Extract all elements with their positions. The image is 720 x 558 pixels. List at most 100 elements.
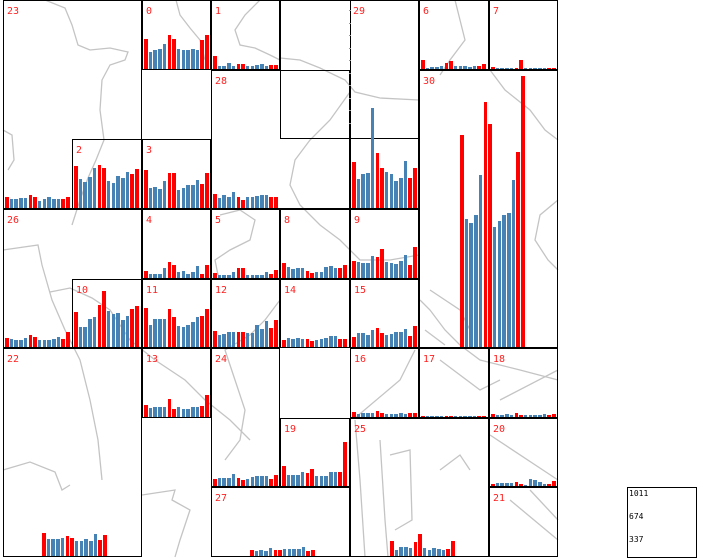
cell-label: 21	[493, 493, 506, 504]
bar-3-9	[186, 185, 190, 208]
bar-13-8	[181, 409, 186, 417]
bar-1-8	[250, 66, 255, 69]
coastline	[234, 0, 281, 61]
cell-19: 19	[280, 418, 350, 487]
bar-20-1	[495, 483, 500, 486]
bar-27-1	[254, 551, 259, 556]
bar-23-9	[47, 197, 51, 208]
cell-25: 25	[350, 418, 489, 557]
bar-20-0	[491, 484, 495, 486]
bar-26-10	[52, 339, 56, 347]
cell-label: 25	[354, 424, 367, 435]
bar-16-2	[361, 413, 365, 417]
cell-label: 5	[215, 215, 222, 226]
coastline	[489, 69, 559, 141]
coastline	[2, 461, 71, 491]
bar-3-4	[162, 181, 167, 208]
bar-7-9	[533, 68, 537, 69]
cell-label: 1	[215, 6, 222, 17]
coastline	[224, 299, 281, 461]
road	[439, 359, 501, 391]
bar-25-5	[413, 542, 418, 556]
bar-23-2	[14, 199, 18, 208]
road	[509, 499, 559, 541]
cell-4: 4	[142, 209, 211, 279]
bar-27-5	[273, 550, 278, 556]
bar-26-3	[19, 340, 23, 347]
bar-14-10	[329, 336, 333, 347]
bar-15-0	[352, 337, 356, 347]
bar-3-12	[200, 184, 204, 208]
bar-2-3	[88, 177, 92, 208]
bar-5-4	[231, 272, 236, 278]
bar-0-6	[172, 39, 176, 69]
bar-7-5	[514, 68, 519, 69]
bar-14-13	[343, 339, 347, 347]
cell-label: 14	[284, 285, 297, 296]
bar-5-13	[274, 270, 278, 278]
bar-30-10	[507, 213, 511, 347]
bar-28-8	[250, 197, 255, 208]
bar-14-6	[310, 341, 314, 347]
bar-29-9	[394, 181, 398, 208]
cell-5: 5	[211, 209, 280, 279]
bar-19-10	[329, 472, 333, 486]
bar-28-0	[213, 194, 217, 208]
bar-18-5	[514, 413, 519, 417]
cell-label: 8	[284, 215, 291, 226]
bar-17-9	[463, 416, 467, 417]
bar-27-7	[282, 549, 287, 556]
bar-14-3	[296, 338, 300, 347]
bar-17-0	[421, 416, 425, 417]
bar-26-2	[14, 340, 18, 347]
cell-2: 2	[72, 139, 142, 209]
cell-12: 12	[211, 279, 280, 348]
bar-17-3	[435, 416, 439, 417]
bar-25-1	[394, 550, 399, 556]
bar-3-10	[191, 185, 195, 208]
bar-13-2	[153, 407, 157, 417]
bar-15-10	[399, 332, 403, 347]
bar-0-1	[148, 52, 153, 69]
bar-9-12	[408, 265, 412, 278]
bar-29-7	[384, 172, 389, 208]
bar-15-5	[375, 328, 380, 347]
bar-14-12	[338, 339, 342, 347]
bar-9-8	[389, 263, 394, 278]
bar-26-0	[5, 338, 9, 347]
bar-13-5	[167, 399, 172, 417]
bar-9-6	[380, 249, 384, 278]
bar-6-5	[444, 63, 449, 69]
bar-20-2	[500, 483, 504, 486]
bar-29-1	[356, 179, 361, 208]
bar-28-5	[236, 197, 241, 208]
bar-2-2	[83, 182, 87, 208]
bar-4-3	[158, 274, 162, 278]
bar-1-10	[260, 64, 264, 69]
bar-15-8	[389, 334, 394, 347]
bar-6-11	[472, 66, 477, 69]
coastline	[534, 199, 559, 271]
bar-8-8	[319, 272, 324, 278]
bar-19-4	[300, 472, 305, 486]
bar-8-7	[314, 272, 319, 278]
bar-0-3	[158, 49, 162, 69]
bar-4-10	[191, 272, 195, 278]
bar-26-11	[56, 337, 61, 347]
bar-10-3	[88, 319, 92, 347]
bar-20-5	[514, 482, 519, 486]
road	[389, 449, 413, 531]
cell-3: 3	[142, 139, 211, 209]
coastline	[2, 129, 15, 171]
bar-14-8	[319, 339, 324, 347]
axis-tick	[349, 72, 351, 74]
coastline	[2, 244, 103, 481]
bar-2-4	[92, 168, 97, 208]
axis-tick	[349, 97, 351, 99]
bar-9-3	[366, 263, 370, 278]
bar-28-10	[260, 195, 264, 208]
bar-29-6	[380, 168, 384, 208]
bar-14-9	[324, 338, 328, 347]
bar-14-1	[286, 338, 291, 347]
